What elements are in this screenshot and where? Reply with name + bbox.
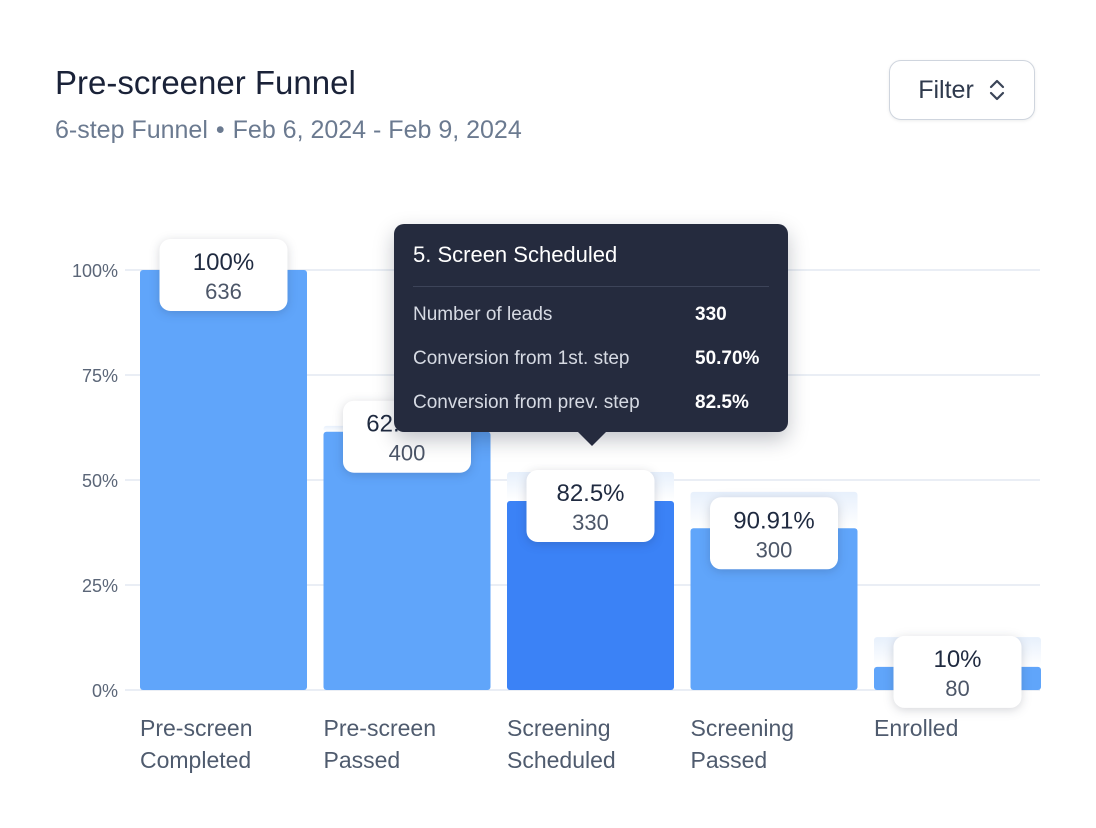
- tooltip-label: Number of leads: [413, 304, 553, 325]
- data-label-percent: 90.91%: [733, 507, 814, 534]
- x-tick-label: Screening: [507, 715, 611, 741]
- x-tick-label: Screening: [691, 715, 795, 741]
- y-tick-label: 75%: [82, 366, 118, 386]
- data-label-percent: 10%: [933, 646, 981, 673]
- filter-button[interactable]: Filter: [889, 60, 1035, 120]
- tooltip-value: 82.5%: [695, 392, 749, 413]
- date-range: Feb 6, 2024 - Feb 9, 2024: [232, 116, 522, 144]
- chart-title: Pre-screener Funnel: [55, 64, 356, 101]
- data-label-percent: 100%: [193, 249, 254, 276]
- data-label-count: 636: [205, 279, 242, 304]
- tooltip-arrow: [578, 432, 606, 446]
- data-label-box: [159, 239, 288, 311]
- x-tick-label: Passed: [324, 747, 401, 773]
- separator-dot: •: [215, 116, 225, 144]
- x-tick-label: Pre-screen: [140, 715, 252, 741]
- step-tooltip: 5. Screen Scheduled Number of leads 330 …: [394, 224, 788, 446]
- funnel-steps: 6-step Funnel: [55, 116, 208, 144]
- data-label-percent: 82.5%: [556, 480, 624, 507]
- bar: [323, 431, 491, 690]
- data-label-count: 330: [572, 510, 609, 535]
- y-tick-label: 50%: [82, 471, 118, 491]
- tooltip-title: 5. Screen Scheduled: [413, 242, 769, 287]
- x-tick-label: Scheduled: [507, 747, 616, 773]
- chevron-up-down-icon: [988, 78, 1006, 102]
- tooltip-row-conversion-prev: Conversion from prev. step 82.5%: [413, 381, 769, 425]
- tooltip-value: 330: [695, 304, 727, 325]
- x-tick-label: Passed: [691, 747, 768, 773]
- tooltip-row-leads: Number of leads 330: [413, 293, 769, 337]
- x-tick-label: Completed: [140, 747, 251, 773]
- data-label-count: 400: [389, 441, 426, 466]
- tooltip-label: Conversion from 1st. step: [413, 348, 630, 369]
- x-tick-label: Pre-screen: [324, 715, 436, 741]
- data-label-count: 80: [945, 676, 969, 701]
- x-tick-label: Enrolled: [874, 715, 958, 741]
- y-tick-label: 25%: [82, 576, 118, 596]
- bar: [507, 501, 674, 690]
- tooltip-row-conversion-first: Conversion from 1st. step 50.70%: [413, 337, 769, 381]
- tooltip-label: Conversion from prev. step: [413, 392, 640, 413]
- data-label-box: [710, 497, 838, 570]
- data-label-box: [893, 635, 1022, 708]
- data-label-box: [526, 470, 655, 542]
- tooltip-value: 50.70%: [695, 348, 760, 369]
- filter-label: Filter: [918, 75, 974, 104]
- y-tick-label: 0%: [92, 681, 118, 701]
- bar: [140, 270, 307, 690]
- chart-subtitle: 6-step Funnel • Feb 6, 2024 - Feb 9, 2024: [55, 116, 522, 145]
- y-tick-label: 100%: [72, 261, 118, 281]
- data-label-count: 300: [756, 537, 793, 562]
